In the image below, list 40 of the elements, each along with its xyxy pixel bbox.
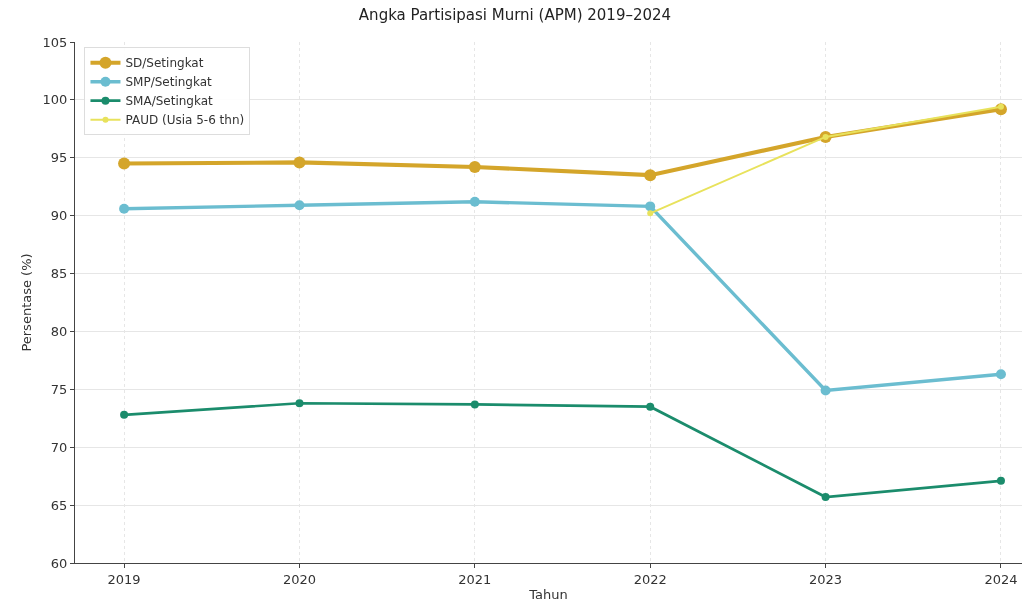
point xyxy=(995,369,1006,380)
legend-label: SMA/Setingkat xyxy=(125,94,214,109)
point xyxy=(469,196,480,207)
y-tick-label: 105 xyxy=(42,34,68,50)
x-tick-label: 2022 xyxy=(633,571,667,587)
point xyxy=(470,400,479,409)
point xyxy=(118,157,131,170)
y-tick-label: 65 xyxy=(50,497,68,513)
y-tick-label: 100 xyxy=(42,92,68,108)
point xyxy=(645,201,656,212)
point xyxy=(647,210,654,217)
x-axis-title: Tahun xyxy=(528,587,568,603)
point xyxy=(646,402,655,411)
y-tick-label: 95 xyxy=(50,150,68,166)
legend-label: SD/Setingkat xyxy=(125,56,204,71)
y-tick-label: 85 xyxy=(50,266,68,282)
point xyxy=(644,169,657,182)
y-tick-label: 60 xyxy=(50,555,68,571)
y-tick-label: 80 xyxy=(50,323,68,339)
x-tick-label: 2019 xyxy=(107,571,141,587)
point xyxy=(468,161,481,174)
point xyxy=(996,476,1005,485)
legend-label: PAUD (Usia 5-6 thn) xyxy=(125,113,245,128)
x-tick-label: 2021 xyxy=(458,571,492,587)
x-tick-label: 2020 xyxy=(282,571,317,587)
point xyxy=(294,200,305,211)
legend-label: SMP/Setingkat xyxy=(125,75,213,90)
x-tick-label: 2024 xyxy=(984,571,1018,587)
point xyxy=(293,156,306,169)
chart-title: Angka Partisipasi Murni (APM) 2019–2024 xyxy=(358,5,672,24)
point xyxy=(119,203,130,214)
y-axis-title: Persentase (%) xyxy=(18,253,34,352)
y-tick-label: 75 xyxy=(50,381,68,397)
y-tick-label: 70 xyxy=(50,439,68,455)
y-tick-label: 90 xyxy=(50,208,68,224)
point xyxy=(821,493,830,502)
point xyxy=(295,399,304,408)
point xyxy=(820,385,831,396)
point xyxy=(120,410,129,419)
x-tick-label: 2023 xyxy=(809,571,843,587)
